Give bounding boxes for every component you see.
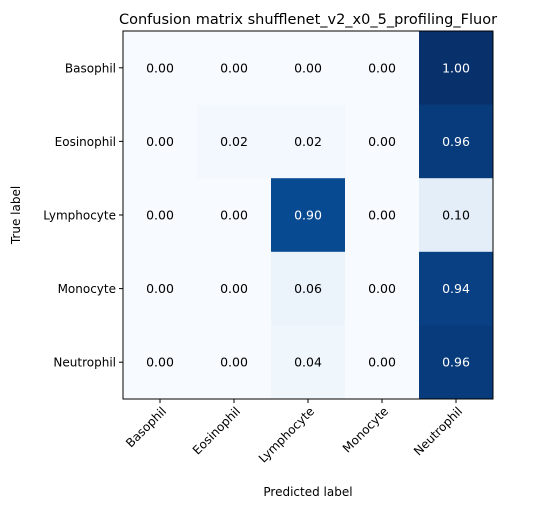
x-axis-label: Predicted label: [263, 485, 352, 499]
cell-value-labels: 0.00 0.00 0.00 0.00 1.00 0.00 0.02 0.02 0.00 0.96…: [146, 60, 470, 369]
cell-value-label: 0.90: [294, 208, 322, 223]
heatmap-cell: [123, 31, 198, 106]
heatmap-cell: [345, 251, 420, 326]
cell-value-label: 0.10: [442, 208, 470, 223]
heatmap-cell: [197, 251, 272, 326]
heatmap-cell: [419, 325, 494, 400]
heatmap-cell: [419, 104, 494, 179]
cell-value-label: 0.00: [368, 60, 396, 75]
heatmap-cell: [271, 178, 346, 253]
heatmap-cell: [197, 325, 272, 400]
heatmap-cell: [271, 104, 346, 179]
heatmap-cells: [123, 31, 494, 400]
cell-value-label: 0.00: [146, 134, 174, 149]
heatmap-cell: [345, 31, 420, 106]
y-tick-label: Neutrophil: [53, 356, 116, 370]
cell-value-label: 0.00: [220, 281, 248, 296]
y-tick-label: Lymphocyte: [43, 209, 116, 223]
heatmap-cell: [419, 178, 494, 253]
heatmap-cell: [197, 104, 272, 179]
heatmap-cell: [197, 178, 272, 253]
cell-value-label: 0.04: [294, 355, 322, 370]
heatmap-cell: [345, 104, 420, 179]
cell-value-label: 0.00: [368, 355, 396, 370]
cell-value-label: 0.00: [368, 281, 396, 296]
x-tick-label: Basophil: [123, 404, 169, 450]
heatmap-cell: [123, 178, 198, 253]
cell-value-label: 0.00: [294, 60, 322, 75]
heatmap-cell: [271, 31, 346, 106]
x-tick-label: Eosinophil: [190, 404, 243, 457]
cell-value-label: 0.06: [294, 281, 322, 296]
cell-value-label: 0.94: [442, 281, 470, 296]
cell-value-label: 0.00: [146, 60, 174, 75]
cell-value-label: 0.00: [146, 355, 174, 370]
cell-value-label: 0.02: [294, 134, 322, 149]
heatmap-cell: [123, 104, 198, 179]
x-axis-ticks: Basophil Eosinophil Lymphocyte Monocyte Neut…: [123, 399, 465, 466]
heatmap-cell: [419, 251, 494, 326]
heatmap-cell: [123, 251, 198, 326]
cell-value-label: 0.00: [368, 208, 396, 223]
heatmap-cell: [345, 178, 420, 253]
heatmap-cell: [345, 325, 420, 400]
heatmap-cell: [271, 325, 346, 400]
y-tick-label: Eosinophil: [55, 135, 116, 149]
x-tick-label: Neutrophil: [411, 404, 465, 458]
heatmap-cell: [271, 251, 346, 326]
cell-value-label: 0.96: [442, 355, 470, 370]
x-tick-label: Monocyte: [340, 404, 391, 455]
cell-value-label: 0.96: [442, 134, 470, 149]
y-tick-label: Basophil: [65, 61, 116, 75]
cell-value-label: 0.02: [220, 134, 248, 149]
heatmap-cell: [419, 31, 494, 106]
y-axis-label: True label: [9, 186, 23, 245]
chart-title: Confusion matrix shufflenet_v2_x0_5_prof…: [119, 12, 497, 28]
cell-value-label: 0.00: [368, 134, 396, 149]
y-tick-label: Monocyte: [58, 282, 116, 296]
heatmap-cell: [123, 325, 198, 400]
cell-value-label: 0.00: [220, 355, 248, 370]
cell-value-label: 0.00: [146, 208, 174, 223]
heatmap-cell: [197, 31, 272, 106]
cell-value-label: 0.00: [220, 208, 248, 223]
cell-value-label: 0.00: [146, 281, 174, 296]
cell-value-label: 1.00: [442, 60, 470, 75]
y-axis-ticks: Basophil Eosinophil Lymphocyte Monocyte Neut…: [43, 61, 123, 370]
x-tick-label: Lymphocyte: [256, 404, 317, 465]
cell-value-label: 0.00: [220, 60, 248, 75]
